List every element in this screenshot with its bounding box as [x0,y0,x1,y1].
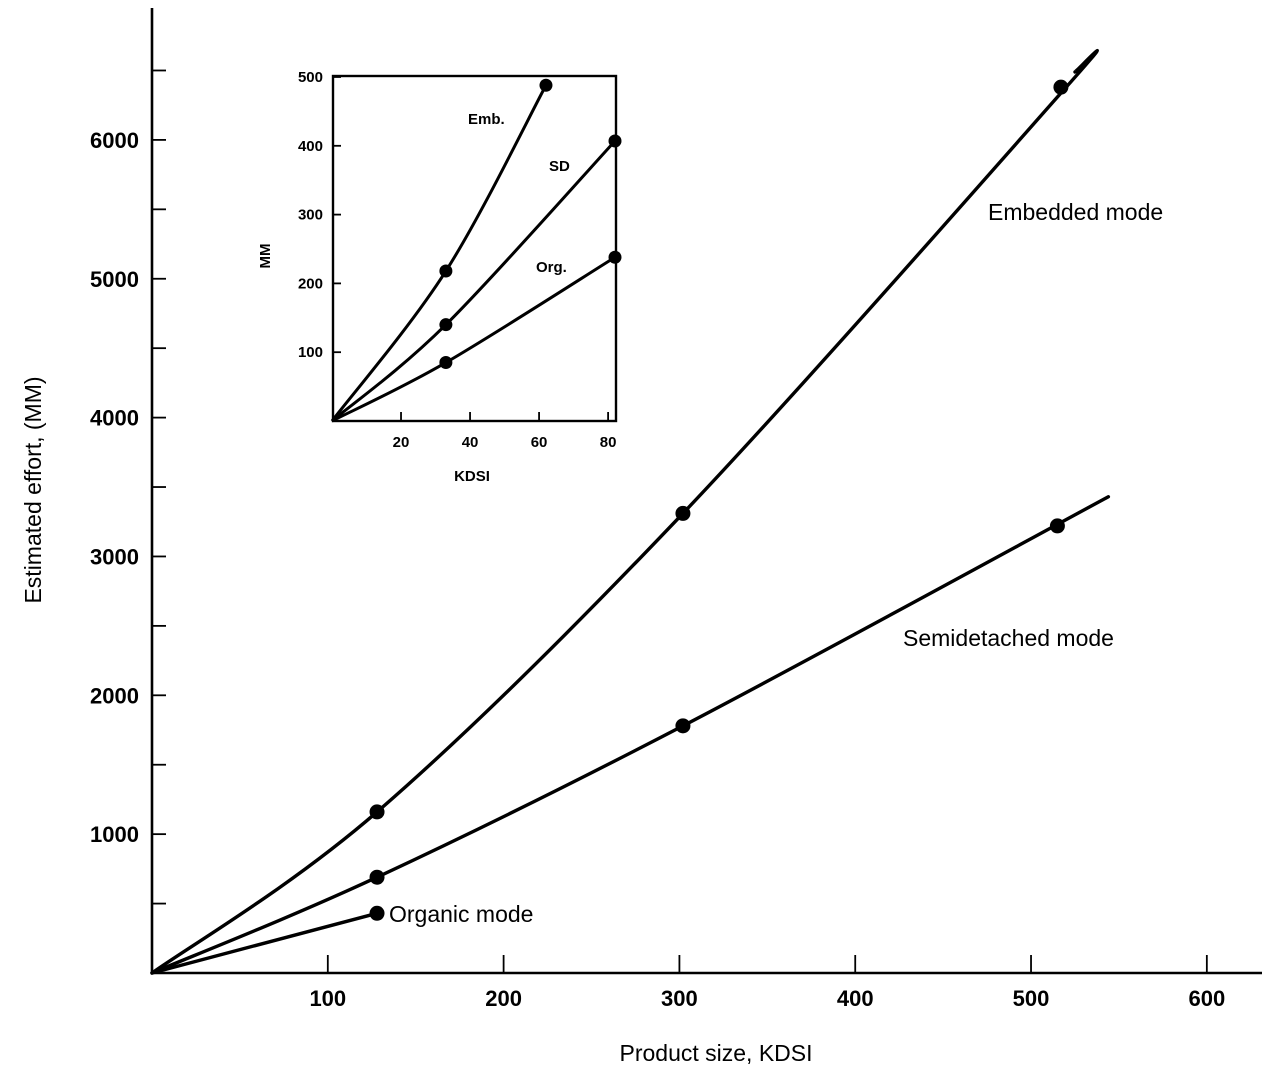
point-semidetached-mode-1 [675,718,691,734]
x-tick-label-400: 400 [837,986,874,1011]
point-embedded-mode-1 [675,505,691,521]
inset-point-emb-0 [439,264,453,278]
y-tick-label-1000: 1000 [90,822,139,847]
series-label-embedded-mode: Embedded mode [988,199,1163,225]
point-embedded-mode-2 [1053,79,1069,95]
inset-point-sd-1 [608,134,622,148]
y-tick-label-4000: 4000 [90,406,139,431]
inset-series-label-org: Org. [536,259,567,276]
inset-point-emb-1 [539,78,553,92]
inset-point-sd-0 [439,318,453,332]
main-x-axis-label: Product size, KDSI [619,1040,812,1066]
y-tick-label-2000: 2000 [90,683,139,708]
main-y-axis-label: Estimated effort, (MM) [20,376,46,603]
y-tick-label-5000: 5000 [90,267,139,292]
y-tick-label-6000: 6000 [90,128,139,153]
inset-y-tick-label-100: 100 [298,344,323,361]
inset-ticks: 20 40 60 80 100 200 300 400 500 [298,69,616,451]
inset-points [439,78,622,370]
y-tick-label-3000: 3000 [90,544,139,569]
inset-curve-sd [331,139,617,423]
x-tick-label-200: 200 [485,986,522,1011]
main-ticks: 100 200 300 400 500 600 1000 2000 3000 4000 5000 60… [90,69,1225,1011]
x-tick-label-500: 500 [1013,986,1050,1011]
inset-y-tick-label-200: 200 [298,275,323,292]
point-embedded-mode-0 [369,804,385,820]
inset-point-org-1 [608,250,622,264]
point-semidetached-mode-2 [1049,518,1065,534]
point-organic-mode-0 [369,905,385,921]
series-label-semidetached-mode: Semidetached mode [903,625,1114,651]
series-label-organic-mode: Organic mode [389,901,533,927]
inset-x-tick-label-80: 80 [600,434,617,451]
curve-semidetached-mode [150,495,1111,975]
main-labels: Product size, KDSI Estimated effort, (MM… [20,199,1163,1066]
inset-point-org-0 [439,356,453,370]
inset-y-axis-label: MM [257,244,274,269]
inset-x-axis-label: KDSI [454,468,490,485]
inset-series-label-sd: SD [549,158,570,175]
inset-y-tick-label-300: 300 [298,207,323,224]
curve-organic-mode [150,911,379,975]
inset-x-tick-label-20: 20 [393,434,410,451]
inset-y-tick-label-400: 400 [298,138,323,155]
inset-curve-org [331,255,616,423]
inset-x-tick-label-60: 60 [531,434,548,451]
point-semidetached-mode-0 [369,869,385,885]
inset-y-tick-label-500: 500 [298,69,323,86]
inset-series-label-emb: Emb. [468,111,505,128]
inset-x-tick-label-40: 40 [462,434,479,451]
inset-curves [330,84,617,423]
inset-frame [331,74,618,423]
curve-embedded-mode [150,49,1100,975]
main-curves [150,49,1111,975]
x-tick-label-100: 100 [309,986,346,1011]
x-tick-label-300: 300 [661,986,698,1011]
main-axes: 100 200 300 400 500 600 1000 2000 3000 4000 5000 60… [90,8,1262,1011]
x-tick-label-600: 600 [1188,986,1225,1011]
main-points [369,79,1069,921]
